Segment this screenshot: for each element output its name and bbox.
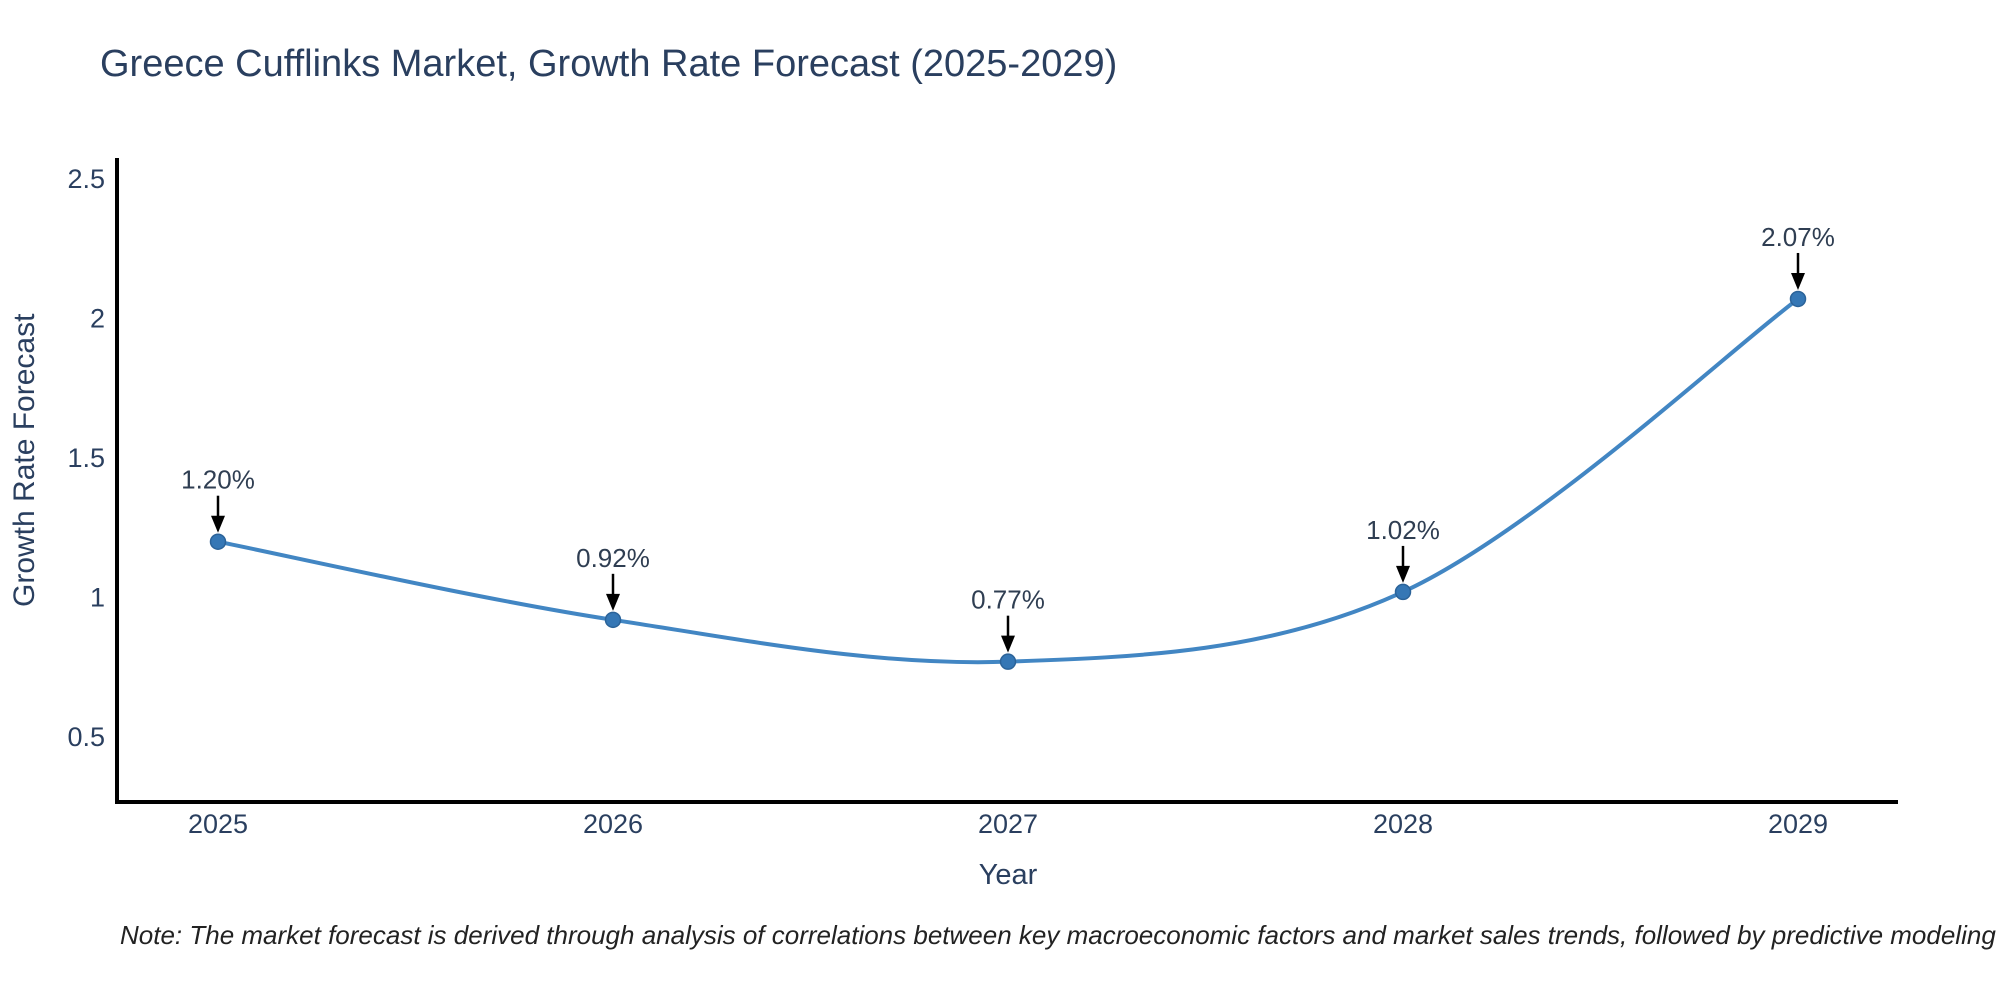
x-tick-label: 2029: [1768, 809, 1828, 839]
x-tick-label: 2027: [978, 809, 1038, 839]
annotation-label: 0.77%: [971, 585, 1045, 615]
chart-title: Greece Cufflinks Market, Growth Rate For…: [100, 43, 1117, 85]
data-point-2027: [999, 653, 1017, 670]
data-point-2025: [209, 533, 227, 550]
y-tick-label: 2: [90, 304, 105, 334]
annotation-arrow-head-icon: [606, 593, 620, 611]
footnote: Note: The market forecast is derived thr…: [120, 920, 2000, 950]
annotation-arrow-head-icon: [211, 515, 225, 533]
y-axis-title: Growth Rate Forecast: [8, 313, 41, 607]
y-tick-label: 0.5: [67, 722, 105, 752]
x-axis-ticks: 2025 2026 2027 2028 2029: [188, 809, 1828, 839]
x-tick-label: 2026: [583, 809, 643, 839]
annotation-label: 2.07%: [1761, 222, 1835, 252]
series-line: [216, 296, 1800, 665]
annotation-arrow-head-icon: [1001, 635, 1015, 653]
annotation-2026: 0.92%: [576, 543, 650, 611]
annotation-label: 1.02%: [1366, 515, 1440, 545]
y-tick-label: 1.5: [67, 443, 105, 473]
annotation-label: 1.20%: [181, 465, 255, 495]
annotation-2028: 1.02%: [1366, 515, 1440, 583]
y-tick-label: 2.5: [67, 164, 105, 194]
data-points: [209, 290, 1807, 670]
annotation-label: 0.92%: [576, 543, 650, 573]
x-tick-label: 2028: [1373, 809, 1433, 839]
data-point-2026: [604, 611, 622, 629]
annotation-arrow-head-icon: [1396, 565, 1410, 583]
annotation-2029: 2.07%: [1761, 222, 1835, 290]
point-annotations: 1.20% 0.92% 0.77% 1.02% 2.07%: [181, 222, 1835, 653]
x-axis-title: Year: [979, 859, 1038, 891]
x-tick-label: 2025: [188, 809, 248, 839]
y-tick-label: 1: [90, 583, 105, 613]
annotation-2025: 1.20%: [181, 465, 255, 533]
annotation-arrow-head-icon: [1791, 272, 1805, 290]
y-axis-ticks: 0.5 1 1.5 2 2.5: [67, 164, 105, 752]
data-point-2028: [1394, 583, 1412, 601]
data-point-2029: [1789, 290, 1807, 308]
annotation-2027: 0.77%: [971, 585, 1045, 653]
